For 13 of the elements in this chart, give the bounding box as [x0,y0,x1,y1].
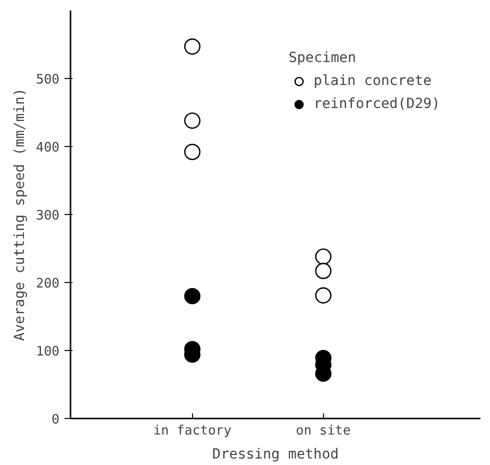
y-axis-title: Average cutting speed (mm/min) [12,88,28,341]
legend-title: Specimen [288,50,357,66]
x-tick-label: in factory [153,424,232,438]
y-tick-label: 100 [36,344,60,360]
y-tick-label: 400 [36,140,60,156]
legend-label: reinforced(D29) [314,96,440,112]
legend-label: plain concrete [314,73,432,89]
y-tick-label: 500 [36,72,60,88]
y-tick-label: 200 [36,276,60,292]
x-tick-label: on site [296,424,351,438]
x-axis-title: Dressing method [212,446,339,462]
y-tick-label: 300 [36,208,60,224]
y-tick-label: 0 [52,412,60,428]
